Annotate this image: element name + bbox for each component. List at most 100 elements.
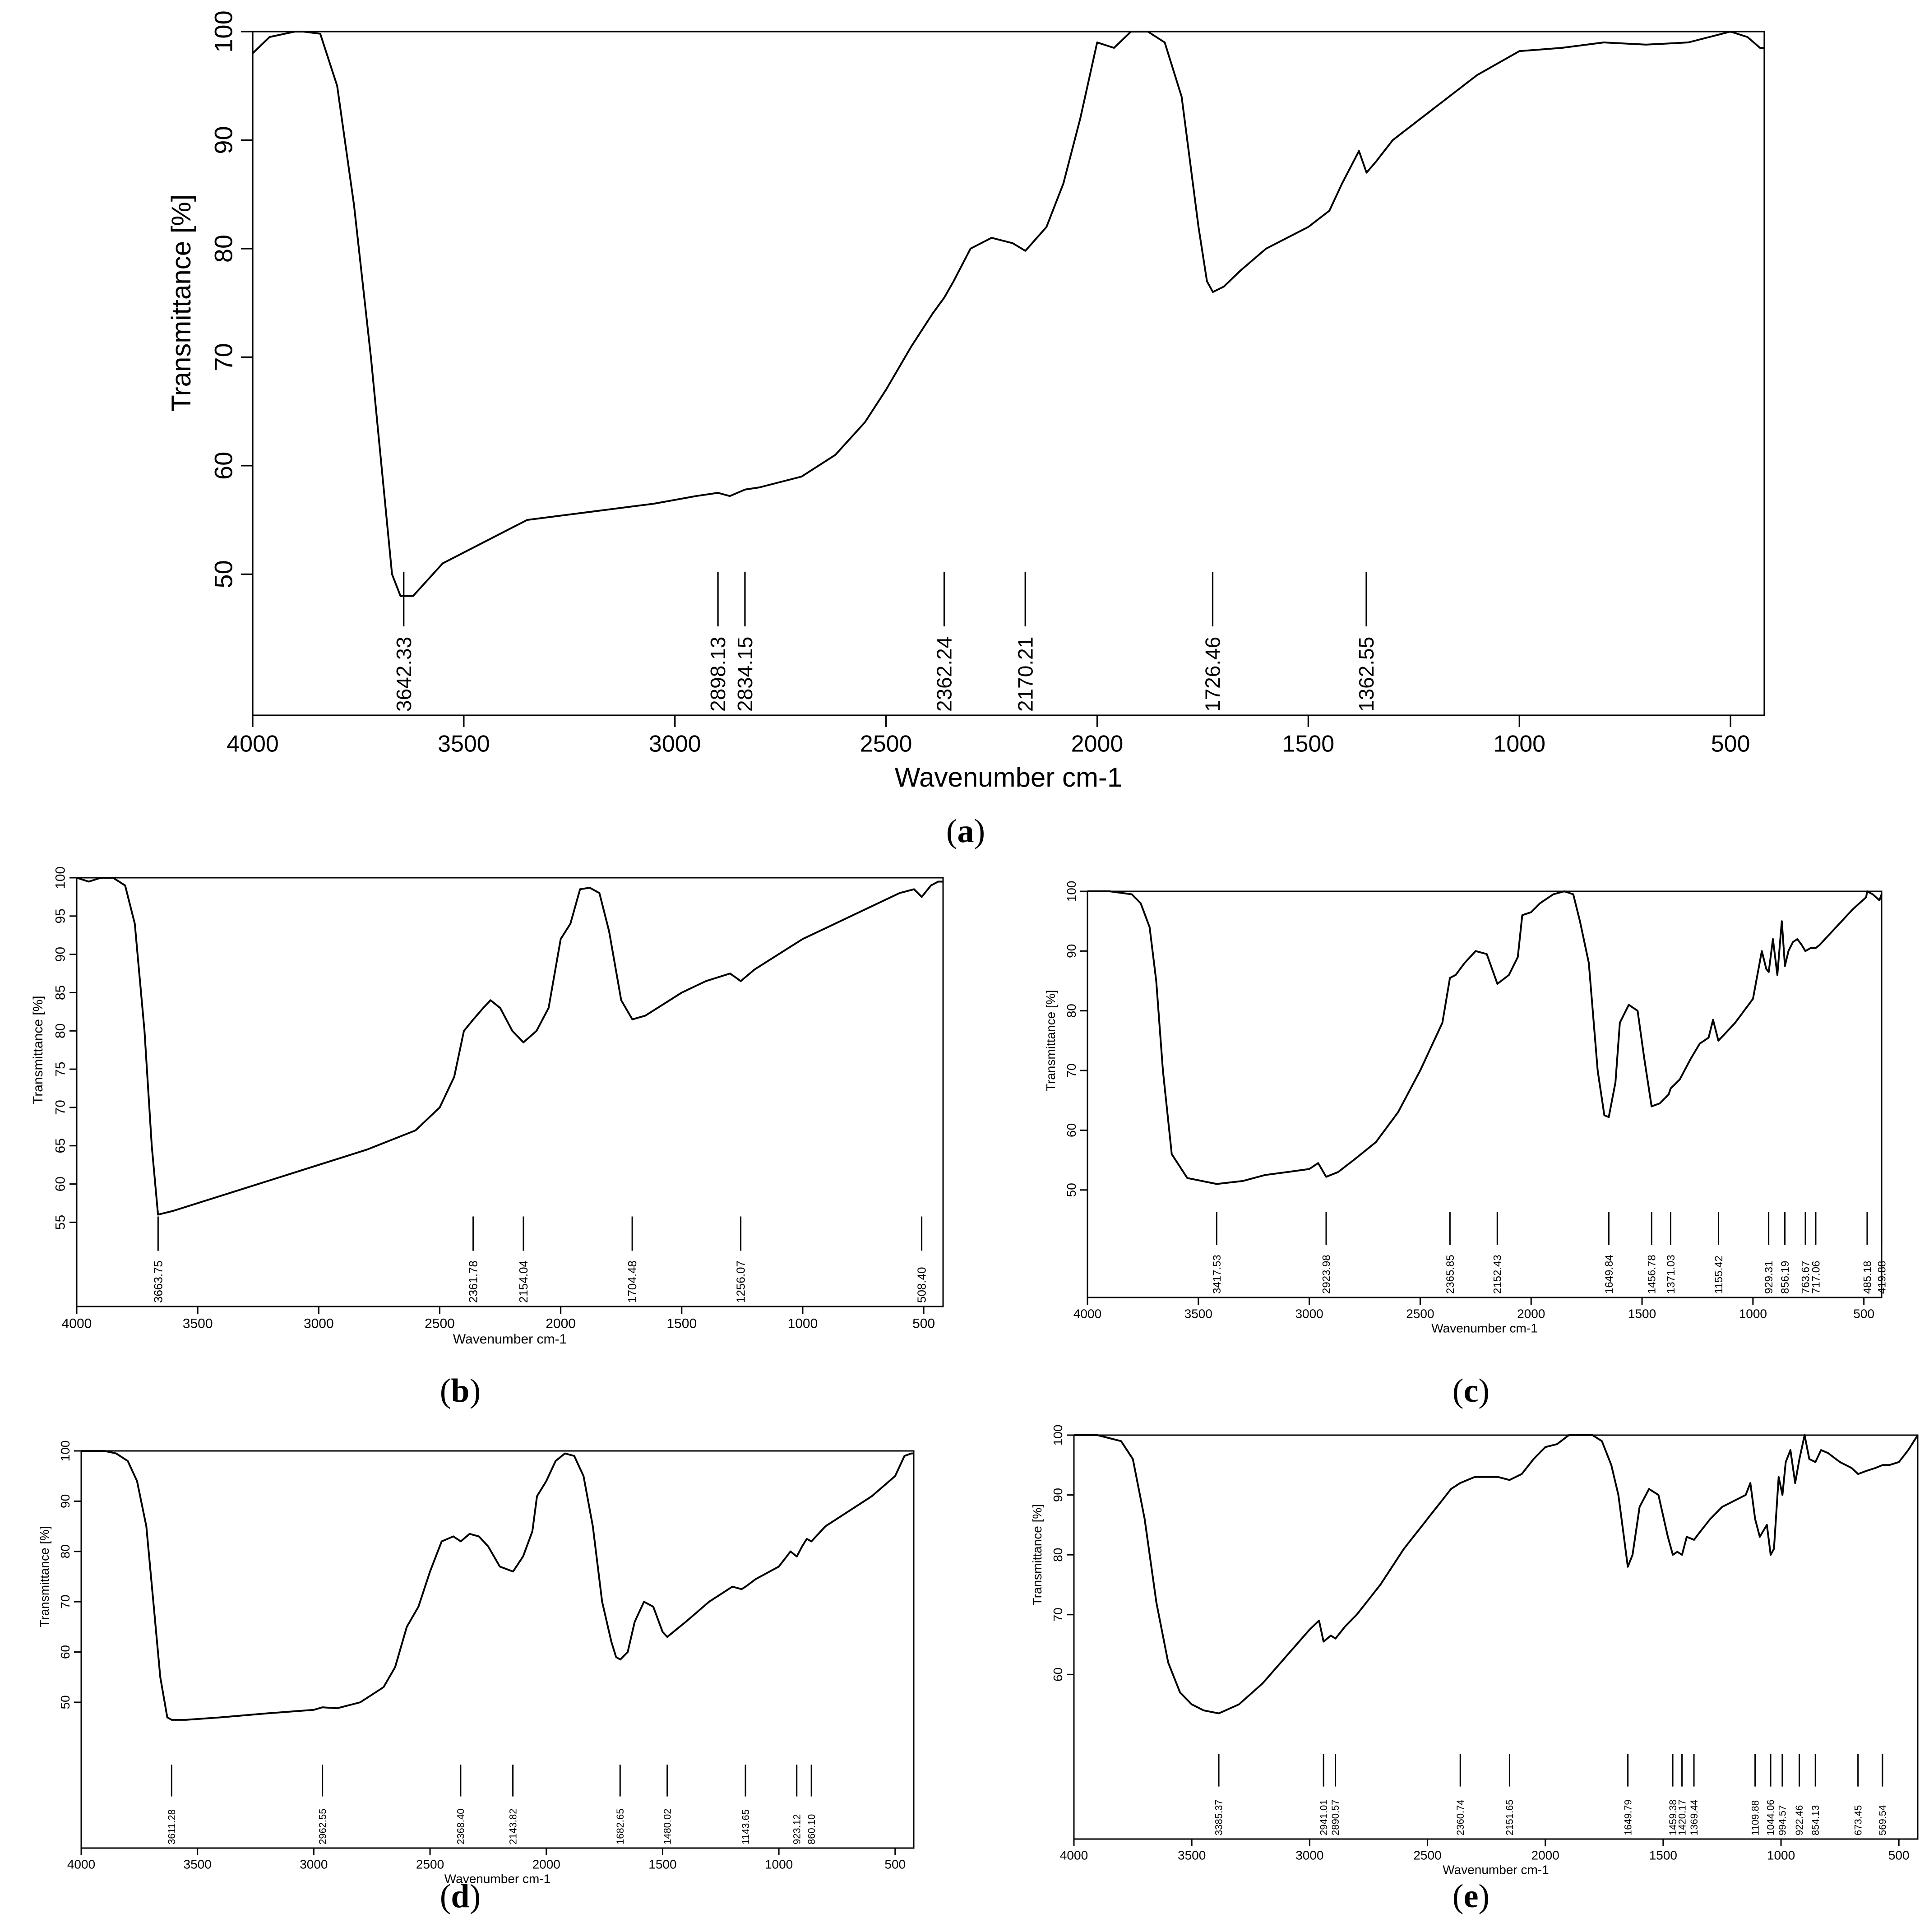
x-tick-label: 500 [1711,731,1750,757]
y-tick-label: 90 [209,126,237,154]
x-tick-label: 1500 [1649,1848,1677,1862]
peak-label: 2890.57 [1330,1799,1341,1835]
y-tick-label: 100 [58,1441,72,1462]
y-axis-label: Transmittance [%] [1030,1504,1044,1606]
y-tick-label: 80 [53,1024,68,1038]
y-tick-label: 100 [53,866,68,889]
x-tick-label: 1500 [1628,1307,1656,1320]
x-tick-label: 1000 [788,1316,818,1331]
y-tick-label: 100 [1051,1425,1065,1446]
peak-label: 860.10 [806,1814,817,1844]
peak-label: 2361.78 [467,1260,480,1303]
chart-svg-c: 4000 3500 3000 2500 2000 1500 1000 500 Wavenumbe… [1044,881,1888,1335]
x-tick-label: 3000 [1295,1307,1323,1320]
x-tick-label: 3000 [304,1316,334,1331]
peak-label: 994.57 [1777,1805,1788,1835]
peak-label: 1682.65 [615,1808,626,1844]
peak-label: 2360.74 [1455,1799,1466,1835]
y-tick-label: 50 [209,560,237,588]
x-tick-label: 1500 [648,1857,676,1871]
chart-panel-c: 4000 3500 3000 2500 2000 1500 1000 500 Wavenumbe… [1044,881,1888,1335]
x-axis-label: Wavenumber cm-1 [453,1332,567,1347]
peak-label: 1362.55 [1355,637,1378,712]
peak-label: 2898.13 [706,637,730,712]
y-tick-label: 90 [58,1494,72,1508]
peak-label: 3385.37 [1213,1799,1225,1835]
x-tick-label: 500 [884,1857,906,1871]
caption-b: (b) [439,1372,481,1409]
spectrum-line [1074,1434,1919,1714]
peak-label: 1143.65 [740,1809,751,1844]
x-tick-label: 2000 [532,1857,560,1871]
caption-c: (c) [1452,1372,1490,1409]
peak-label: 419.88 [1876,1261,1888,1294]
peak-label: 673.45 [1852,1805,1864,1835]
peak-label: 1044.06 [1765,1799,1776,1835]
y-tick-label: 70 [53,1100,68,1115]
y-tick-label: 50 [58,1695,72,1709]
caption-d: (d) [439,1878,481,1915]
plot-frame [80,1450,915,1849]
y-tick-label: 95 [53,908,68,923]
x-tick-label: 2500 [860,731,912,757]
peak-label: 763.67 [1799,1261,1812,1294]
x-tick-label: 3500 [184,1857,212,1871]
x-tick-label: 4000 [1073,1307,1101,1320]
y-axis-label: Transmittance [%] [37,1526,51,1627]
peak-label: 508.40 [915,1267,929,1303]
peak-label: 1704.48 [625,1260,639,1303]
peak-label: 2362.24 [933,637,956,712]
plot-frame [252,31,1765,716]
x-tick-label: 1000 [1767,1848,1795,1862]
peak-label: 923.12 [791,1814,802,1844]
peak-label: 1369.44 [1688,1799,1700,1835]
y-tick-label: 60 [1051,1668,1065,1682]
y-tick-label: 50 [1064,1183,1078,1197]
peak-label: 856.19 [1779,1261,1791,1294]
x-tick-label: 2000 [1517,1307,1545,1320]
plot-frame [1073,1434,1919,1840]
x-tick-label: 1500 [666,1316,697,1331]
plot-frame [76,877,944,1307]
peak-label: 2368.40 [455,1808,467,1844]
x-tick-label: 2500 [425,1316,455,1331]
peak-label: 2962.55 [317,1808,328,1844]
x-axis-label: Wavenumber cm-1 [1431,1321,1537,1335]
y-axis-label: Transmittance [%] [31,996,46,1104]
peak-label: 1480.02 [662,1808,673,1844]
y-tick-label: 90 [53,947,68,962]
peak-label: 2834.15 [733,637,757,712]
y-tick-label: 60 [58,1645,72,1659]
x-tick-label: 1000 [1739,1307,1767,1320]
x-tick-label: 2500 [416,1857,444,1871]
x-tick-label: 3500 [438,731,490,757]
x-tick-label: 3000 [300,1857,328,1871]
peak-label: 3611.28 [166,1809,177,1844]
peak-label: 2152.43 [1492,1255,1504,1294]
x-tick-label: 1000 [1493,731,1545,757]
y-axis-label: Transmittance [%] [166,195,196,412]
x-tick-label: 500 [1853,1307,1874,1320]
x-tick-label: 4000 [67,1857,95,1871]
spectrum-line [76,877,943,1216]
y-tick-label: 65 [53,1138,68,1153]
y-axis-label: Transmittance [%] [1044,990,1058,1092]
peak-label: 717.06 [1810,1261,1822,1294]
y-tick-label: 70 [1051,1608,1065,1622]
x-tick-label: 3500 [1178,1848,1206,1862]
peak-label: 2143.82 [507,1808,518,1844]
spectrum-line [1087,890,1883,1185]
y-tick-label: 75 [53,1061,68,1076]
x-axis-label: Wavenumber cm-1 [444,1872,550,1886]
y-tick-label: 55 [53,1215,68,1230]
chart-panel-b: 4000 3500 3000 2500 2000 1500 1000 500 Wavenumbe… [31,866,944,1347]
chart-svg-a: 4000 3500 3000 2500 2000 1500 1000 500 Wavenumbe… [166,10,1765,792]
y-tick-label: 80 [1051,1548,1065,1562]
chart-svg-d: 4000 3500 3000 2500 2000 1500 1000 500 Wavenumbe… [37,1441,915,1886]
x-tick-label: 2500 [1406,1307,1434,1320]
y-tick-label: 80 [209,235,237,263]
peak-label: 1109.88 [1749,1800,1761,1835]
peak-label: 2923.98 [1320,1255,1332,1294]
peak-label: 2170.21 [1013,637,1037,712]
x-tick-label: 1000 [765,1857,793,1871]
